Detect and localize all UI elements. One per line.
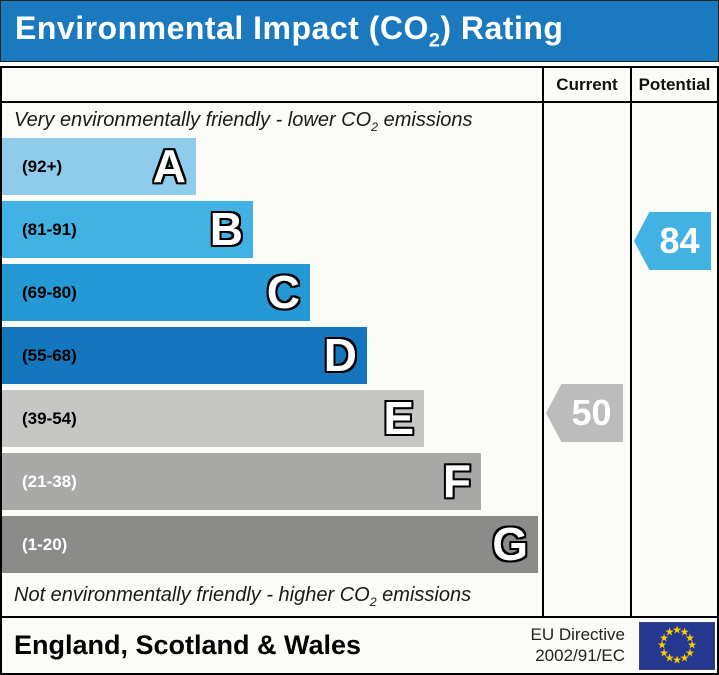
band-f: (21-38) F xyxy=(2,453,481,510)
eu-flag-star: ★ xyxy=(679,652,690,665)
footer-divider xyxy=(2,616,717,618)
eu-flag-star: ★ xyxy=(672,624,682,637)
band-e: (39-54) E xyxy=(2,390,424,447)
chart-title: Environmental Impact (CO2) Rating xyxy=(15,9,564,52)
eu-flag-star: ★ xyxy=(659,632,669,644)
band-c: (69-80) C xyxy=(2,264,310,321)
eu-flag-star: ★ xyxy=(664,652,675,665)
band-g: (1-20) G xyxy=(2,516,538,573)
column-header-potential: Potential xyxy=(638,74,711,94)
eu-flag-star: ★ xyxy=(685,647,695,659)
band-a: (92+) A xyxy=(2,138,196,195)
band-c-letter: C xyxy=(266,266,300,318)
current-rating-value: 50 xyxy=(571,392,612,433)
band-d: (55-68) D xyxy=(2,327,367,384)
eu-directive-line1: EU Directive xyxy=(530,625,625,644)
band-b-range: (81-91) xyxy=(22,219,77,239)
header-underline xyxy=(2,101,717,103)
band-d-range: (55-68) xyxy=(22,345,77,365)
potential-rating-value: 84 xyxy=(659,220,700,261)
rating-panel: Current Potential Very environmentally f… xyxy=(0,66,719,675)
bottom-note: Not environmentally friendly - higher CO… xyxy=(14,583,472,609)
band-g-range: (1-20) xyxy=(22,534,68,554)
band-b: (81-91) B xyxy=(2,201,253,258)
eu-flag-star: ★ xyxy=(687,639,697,652)
eu-flag-star: ★ xyxy=(672,654,682,667)
eu-flag-star: ★ xyxy=(657,639,667,652)
potential-column-divider xyxy=(630,68,632,616)
band-f-letter: F xyxy=(442,455,471,507)
current-column-divider xyxy=(542,68,544,616)
eu-flag-star: ★ xyxy=(685,632,695,644)
footer-region-label: England, Scotland & Wales xyxy=(14,630,362,660)
eu-flag-star: ★ xyxy=(664,626,675,639)
chart-title-bar: Environmental Impact (CO2) Rating xyxy=(0,0,719,62)
band-e-letter: E xyxy=(383,392,414,444)
band-f-range: (21-38) xyxy=(22,471,77,491)
eu-directive-line2: 2002/91/EC xyxy=(535,646,625,665)
band-g-letter: G xyxy=(492,518,528,570)
band-c-range: (69-80) xyxy=(22,282,77,302)
band-b-letter: B xyxy=(209,203,243,255)
band-d-letter: D xyxy=(323,329,357,381)
band-a-range: (92+) xyxy=(22,156,63,176)
eu-flag-star: ★ xyxy=(659,647,669,659)
band-e-range: (39-54) xyxy=(22,408,77,428)
column-header-current: Current xyxy=(556,74,618,94)
footer: England, Scotland & Wales EU Directive 2… xyxy=(2,618,717,673)
potential-rating-marker: 84 xyxy=(634,212,711,270)
current-rating-marker: 50 xyxy=(546,384,623,442)
eu-flag-star: ★ xyxy=(679,626,690,639)
top-note: Very environmentally friendly - lower CO… xyxy=(14,108,473,134)
eu-directive-label: EU Directive 2002/91/EC xyxy=(435,624,625,666)
band-a-letter: A xyxy=(152,140,186,192)
eu-flag-icon: ★ ★ ★ ★ ★ ★ ★ ★ ★ ★ ★ ★ xyxy=(639,622,715,670)
